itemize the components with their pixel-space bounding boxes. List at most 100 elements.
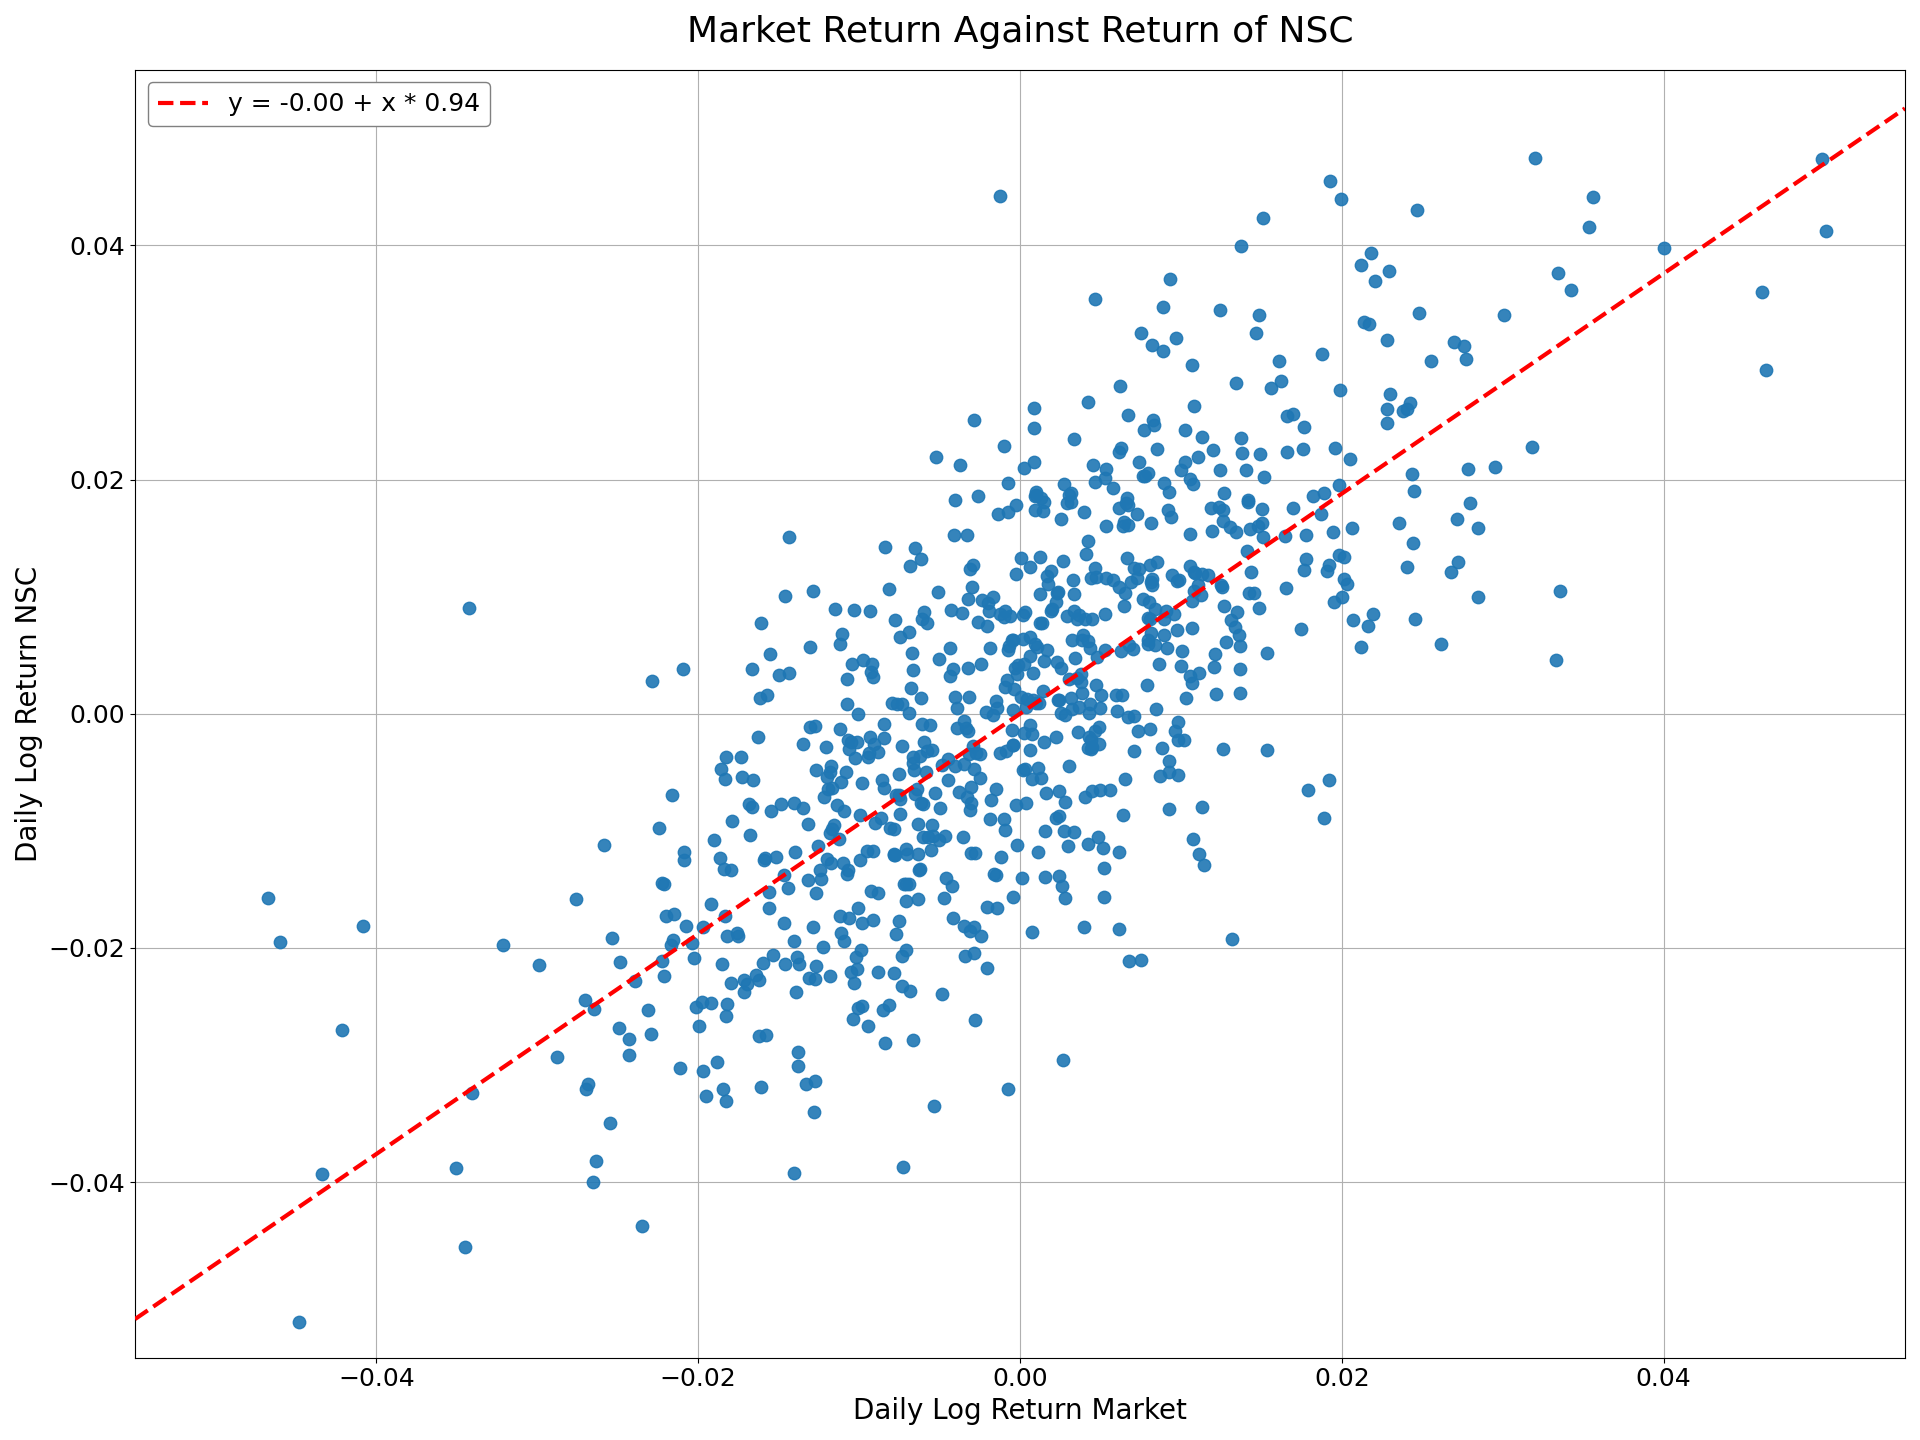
- Point: [772, 877, 803, 900]
- Point: [1649, 238, 1680, 261]
- Point: [1020, 481, 1050, 504]
- Point: [1544, 261, 1574, 284]
- Point: [973, 599, 1004, 622]
- Point: [745, 1076, 776, 1099]
- Point: [1079, 471, 1110, 494]
- Point: [1309, 806, 1340, 829]
- Point: [1271, 405, 1302, 428]
- Point: [1162, 619, 1192, 642]
- Point: [891, 873, 922, 896]
- Point: [1089, 638, 1119, 661]
- Point: [975, 789, 1006, 812]
- Point: [589, 834, 620, 857]
- Point: [1044, 804, 1075, 827]
- Point: [687, 1060, 718, 1083]
- Point: [977, 586, 1008, 609]
- Point: [1187, 583, 1217, 606]
- Point: [781, 981, 812, 1004]
- Point: [628, 1215, 659, 1238]
- Point: [950, 716, 981, 739]
- Point: [1127, 464, 1158, 487]
- Point: [1056, 628, 1087, 651]
- Point: [768, 864, 799, 887]
- Point: [995, 605, 1025, 628]
- Point: [1091, 514, 1121, 537]
- Point: [799, 1100, 829, 1123]
- Point: [1313, 170, 1344, 193]
- Point: [989, 675, 1020, 698]
- Legend: y = -0.00 + x * 0.94: y = -0.00 + x * 0.94: [148, 82, 490, 127]
- Point: [983, 503, 1014, 526]
- Point: [954, 743, 985, 766]
- Point: [895, 701, 925, 724]
- Point: [1807, 148, 1837, 171]
- Point: [954, 557, 985, 580]
- Point: [883, 910, 914, 933]
- Point: [925, 982, 956, 1005]
- Point: [856, 652, 887, 675]
- Point: [1056, 481, 1087, 504]
- Point: [695, 893, 726, 916]
- Point: [572, 1073, 603, 1096]
- Point: [774, 526, 804, 549]
- Point: [1196, 520, 1227, 543]
- Point: [1112, 403, 1142, 426]
- Point: [1200, 683, 1231, 706]
- Point: [993, 638, 1023, 661]
- Point: [989, 599, 1020, 622]
- Point: [597, 926, 628, 949]
- Point: [1177, 472, 1208, 495]
- Point: [1196, 495, 1227, 518]
- Point: [1200, 642, 1231, 665]
- Point: [845, 804, 876, 827]
- Point: [893, 873, 924, 896]
- Point: [1290, 547, 1321, 570]
- Point: [945, 454, 975, 477]
- Point: [866, 768, 897, 791]
- Point: [1169, 419, 1200, 442]
- Point: [1187, 425, 1217, 448]
- Point: [1021, 484, 1052, 507]
- Point: [1054, 755, 1085, 778]
- Point: [1006, 685, 1037, 708]
- Point: [966, 652, 996, 675]
- Point: [707, 953, 737, 976]
- Point: [1238, 582, 1269, 605]
- Point: [1114, 634, 1144, 657]
- Point: [1137, 334, 1167, 357]
- Point: [858, 733, 889, 756]
- Point: [958, 553, 989, 576]
- Point: [1517, 435, 1548, 458]
- Point: [764, 664, 795, 687]
- Point: [1150, 600, 1181, 624]
- Point: [924, 796, 954, 819]
- Point: [1000, 793, 1031, 816]
- Point: [1025, 487, 1056, 510]
- Point: [1010, 696, 1041, 719]
- Point: [1104, 840, 1135, 863]
- Point: [793, 812, 824, 835]
- Point: [1108, 684, 1139, 707]
- Point: [801, 759, 831, 782]
- Point: [1104, 374, 1135, 397]
- Point: [1089, 886, 1119, 909]
- Point: [979, 863, 1010, 886]
- Point: [879, 844, 910, 867]
- Point: [1246, 511, 1277, 534]
- Point: [1058, 697, 1089, 720]
- Point: [1308, 481, 1338, 504]
- Point: [1574, 215, 1605, 238]
- Point: [1165, 458, 1196, 481]
- Point: [891, 838, 922, 861]
- Point: [1046, 508, 1077, 531]
- Point: [1014, 625, 1044, 648]
- Point: [522, 953, 553, 976]
- Point: [883, 763, 914, 786]
- Point: [712, 924, 743, 948]
- Point: [993, 1077, 1023, 1100]
- Point: [1085, 779, 1116, 802]
- Point: [1263, 350, 1294, 373]
- Point: [1058, 599, 1089, 622]
- Point: [828, 852, 858, 876]
- Point: [1175, 665, 1206, 688]
